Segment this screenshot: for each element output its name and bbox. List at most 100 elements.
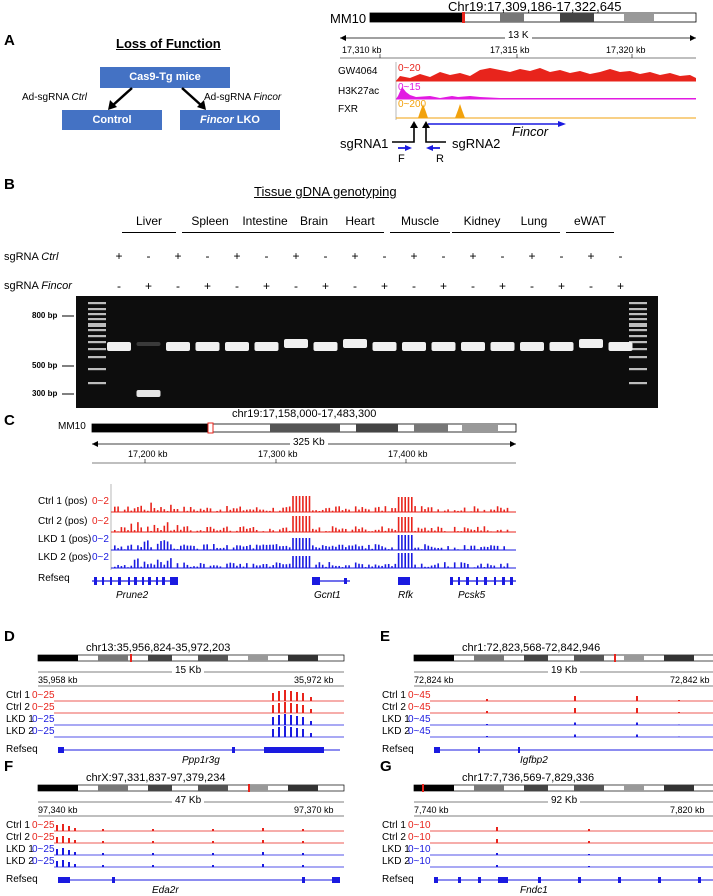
signal-peak (296, 728, 298, 737)
track-label-panelD: Ctrl 2 (6, 702, 30, 713)
exon (478, 877, 481, 883)
track-label-panelD: LKD 2 (6, 726, 34, 737)
signal-peak (278, 691, 280, 701)
signal-peak (678, 725, 680, 726)
signal-peak (74, 840, 76, 843)
signal-peak (74, 828, 76, 831)
signal-peak (74, 864, 76, 867)
exon (434, 747, 440, 753)
exon (58, 877, 70, 883)
track-label-panelG: Ctrl 2 (382, 832, 406, 843)
track-label-panelE: Ctrl 2 (382, 702, 406, 713)
track-label-panelG: Ctrl 1 (382, 820, 406, 831)
signal-peak (62, 848, 64, 855)
ideogram-band (248, 655, 268, 661)
ideogram-band (198, 655, 228, 661)
ideogram-band (474, 785, 504, 791)
signal-peak (486, 736, 488, 737)
ideogram-band (474, 655, 504, 661)
ideogram-band (98, 785, 128, 791)
tick-right-panelD: 35,972 kb (294, 675, 334, 685)
exon (112, 877, 115, 883)
signal-peak (636, 696, 638, 701)
signal-peak (68, 838, 70, 843)
signal-peak (302, 829, 304, 831)
signal-peak (496, 839, 498, 843)
ideogram-band (414, 655, 454, 661)
ideogram-band (574, 785, 604, 791)
signal-peak (678, 712, 680, 713)
exon (434, 877, 438, 883)
signal-peak (56, 837, 58, 843)
signal-peak (636, 723, 638, 726)
refseq-label-panelF: Refseq (6, 874, 38, 885)
signal-peak (102, 841, 104, 843)
track-label-panelE: Ctrl 1 (382, 690, 406, 701)
signal-peak (302, 841, 304, 843)
tick-right-panelG: 7,820 kb (670, 805, 705, 815)
signal-peak (588, 854, 590, 855)
signal-peak (102, 829, 104, 831)
tick-right-panelE: 72,842 kb (670, 675, 710, 685)
track-label-panelD: Ctrl 1 (6, 690, 30, 701)
exon (458, 877, 461, 883)
track-range-panelF: 0~25 (32, 820, 55, 831)
signal-peak (262, 864, 264, 867)
signal-peak (272, 717, 274, 725)
signal-peak (262, 852, 264, 855)
ideogram-band (38, 655, 78, 661)
ideogram-band (288, 655, 318, 661)
track-range-panelE: 0~45 (408, 702, 431, 713)
signal-peak (588, 841, 590, 843)
gene-panelD: Ppp1r3g (182, 755, 220, 766)
tick-right-panelF: 97,370 kb (294, 805, 334, 815)
signal-peak (310, 721, 312, 725)
exon (498, 877, 508, 883)
signal-peak (496, 827, 498, 831)
tick-left-panelE: 72,824 kb (414, 675, 454, 685)
ideogram-band (248, 785, 268, 791)
signal-peak (284, 702, 286, 713)
signal-peak (278, 703, 280, 713)
signal-peak (310, 733, 312, 737)
signal-peak (486, 699, 488, 701)
track-label-panelF: Ctrl 1 (6, 820, 30, 831)
locus-panelD: chr13:35,956,824-35,972,203 (86, 642, 230, 654)
refseq-label-panelD: Refseq (6, 744, 38, 755)
tick-left-panelG: 7,740 kb (414, 805, 449, 815)
exon (518, 747, 520, 753)
signal-peak (102, 865, 104, 867)
ideogram-band (624, 655, 644, 661)
exon (618, 877, 621, 883)
track-label-panelF: Ctrl 2 (6, 832, 30, 843)
signal-peak (74, 852, 76, 855)
signal-peak (262, 828, 264, 831)
track-range-panelF: 0~25 (32, 856, 55, 867)
gene-panelE: Igfbp2 (520, 755, 548, 766)
signal-peak (62, 860, 64, 867)
signal-peak (272, 729, 274, 737)
locus-panelE: chr1:72,823,568-72,842,946 (462, 642, 600, 654)
signal-peak (62, 824, 64, 831)
signal-peak (56, 849, 58, 855)
signal-peak (212, 829, 214, 831)
signal-peak (262, 840, 264, 843)
signal-peak (212, 841, 214, 843)
signal-peak (574, 708, 576, 713)
ideogram-marker (130, 654, 132, 662)
ideogram-band (624, 785, 644, 791)
signal-peak (636, 735, 638, 738)
ideogram-band (288, 785, 318, 791)
exon (332, 877, 340, 883)
track-label-panelD: LKD 1 (6, 714, 34, 725)
signal-peak (296, 716, 298, 725)
signal-peak (212, 853, 214, 855)
ideogram-band (148, 655, 172, 661)
exon (538, 877, 541, 883)
locus-panelF: chrX:97,331,837-97,379,234 (86, 772, 225, 784)
signal-peak (62, 836, 64, 843)
signal-peak (310, 709, 312, 713)
span-panelF: 47 Kb (172, 795, 204, 806)
signal-peak (302, 853, 304, 855)
